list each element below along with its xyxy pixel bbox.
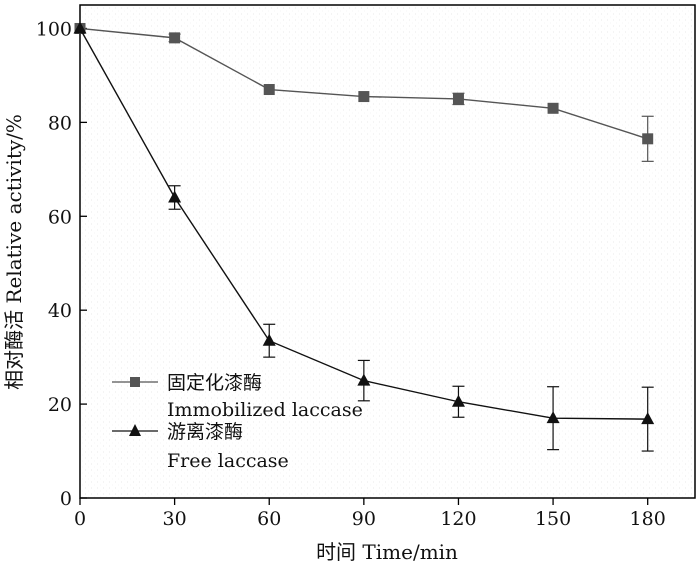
data-point-triangle — [546, 411, 560, 424]
legend-label-en-free: Free laccase — [167, 450, 289, 472]
data-point-square — [547, 102, 559, 114]
x-tick-label: 180 — [630, 508, 666, 530]
data-point-triangle — [168, 190, 182, 203]
data-point-triangle — [262, 333, 276, 346]
legend-label-zh-immobilized: 固定化漆酶 — [167, 372, 262, 394]
y-tick-label: 60 — [48, 206, 72, 228]
y-tick-label: 0 — [60, 488, 72, 510]
data-point-triangle — [73, 21, 87, 34]
x-tick-label: 150 — [535, 508, 571, 530]
legend-label-zh-free: 游离漆酶 — [167, 421, 243, 443]
data-point-square — [169, 32, 181, 44]
data-point-square — [358, 91, 370, 103]
y-tick-label: 100 — [36, 18, 72, 40]
data-point-triangle — [641, 412, 655, 425]
x-tick-label: 30 — [163, 508, 187, 530]
y-axis: 0 20 40 60 80 100 — [36, 18, 87, 510]
legend-entry-free: 游离漆酶 Free laccase — [112, 421, 289, 472]
data-point-triangle — [451, 394, 465, 407]
data-point-triangle — [357, 373, 371, 386]
x-tick-label: 0 — [74, 508, 86, 530]
x-tick-label: 90 — [352, 508, 376, 530]
data-point-square — [452, 93, 464, 105]
y-tick-label: 80 — [48, 112, 72, 134]
legend: 固定化漆酶 Immobilized laccase 游离漆酶 Free lacc… — [112, 372, 363, 472]
x-tick-label: 60 — [257, 508, 281, 530]
x-tick-label: 120 — [440, 508, 476, 530]
y-tick-label: 20 — [48, 394, 72, 416]
legend-label-en-immobilized: Immobilized laccase — [167, 399, 363, 421]
y-tick-label: 40 — [48, 300, 72, 322]
legend-marker-triangle — [129, 424, 141, 436]
x-axis: 0 30 60 90 120 150 180 — [74, 498, 666, 530]
legend-entry-immobilized: 固定化漆酶 Immobilized laccase — [112, 372, 363, 421]
plot-area — [79, 4, 696, 499]
series-layer — [73, 21, 655, 452]
y-axis-title: 相对酶活 Relative activity/% — [2, 114, 26, 390]
data-point-square — [263, 84, 275, 96]
legend-marker-square — [130, 377, 140, 387]
x-axis-title: 时间 Time/min — [316, 540, 458, 564]
series-free — [73, 21, 655, 452]
data-point-square — [642, 133, 654, 145]
